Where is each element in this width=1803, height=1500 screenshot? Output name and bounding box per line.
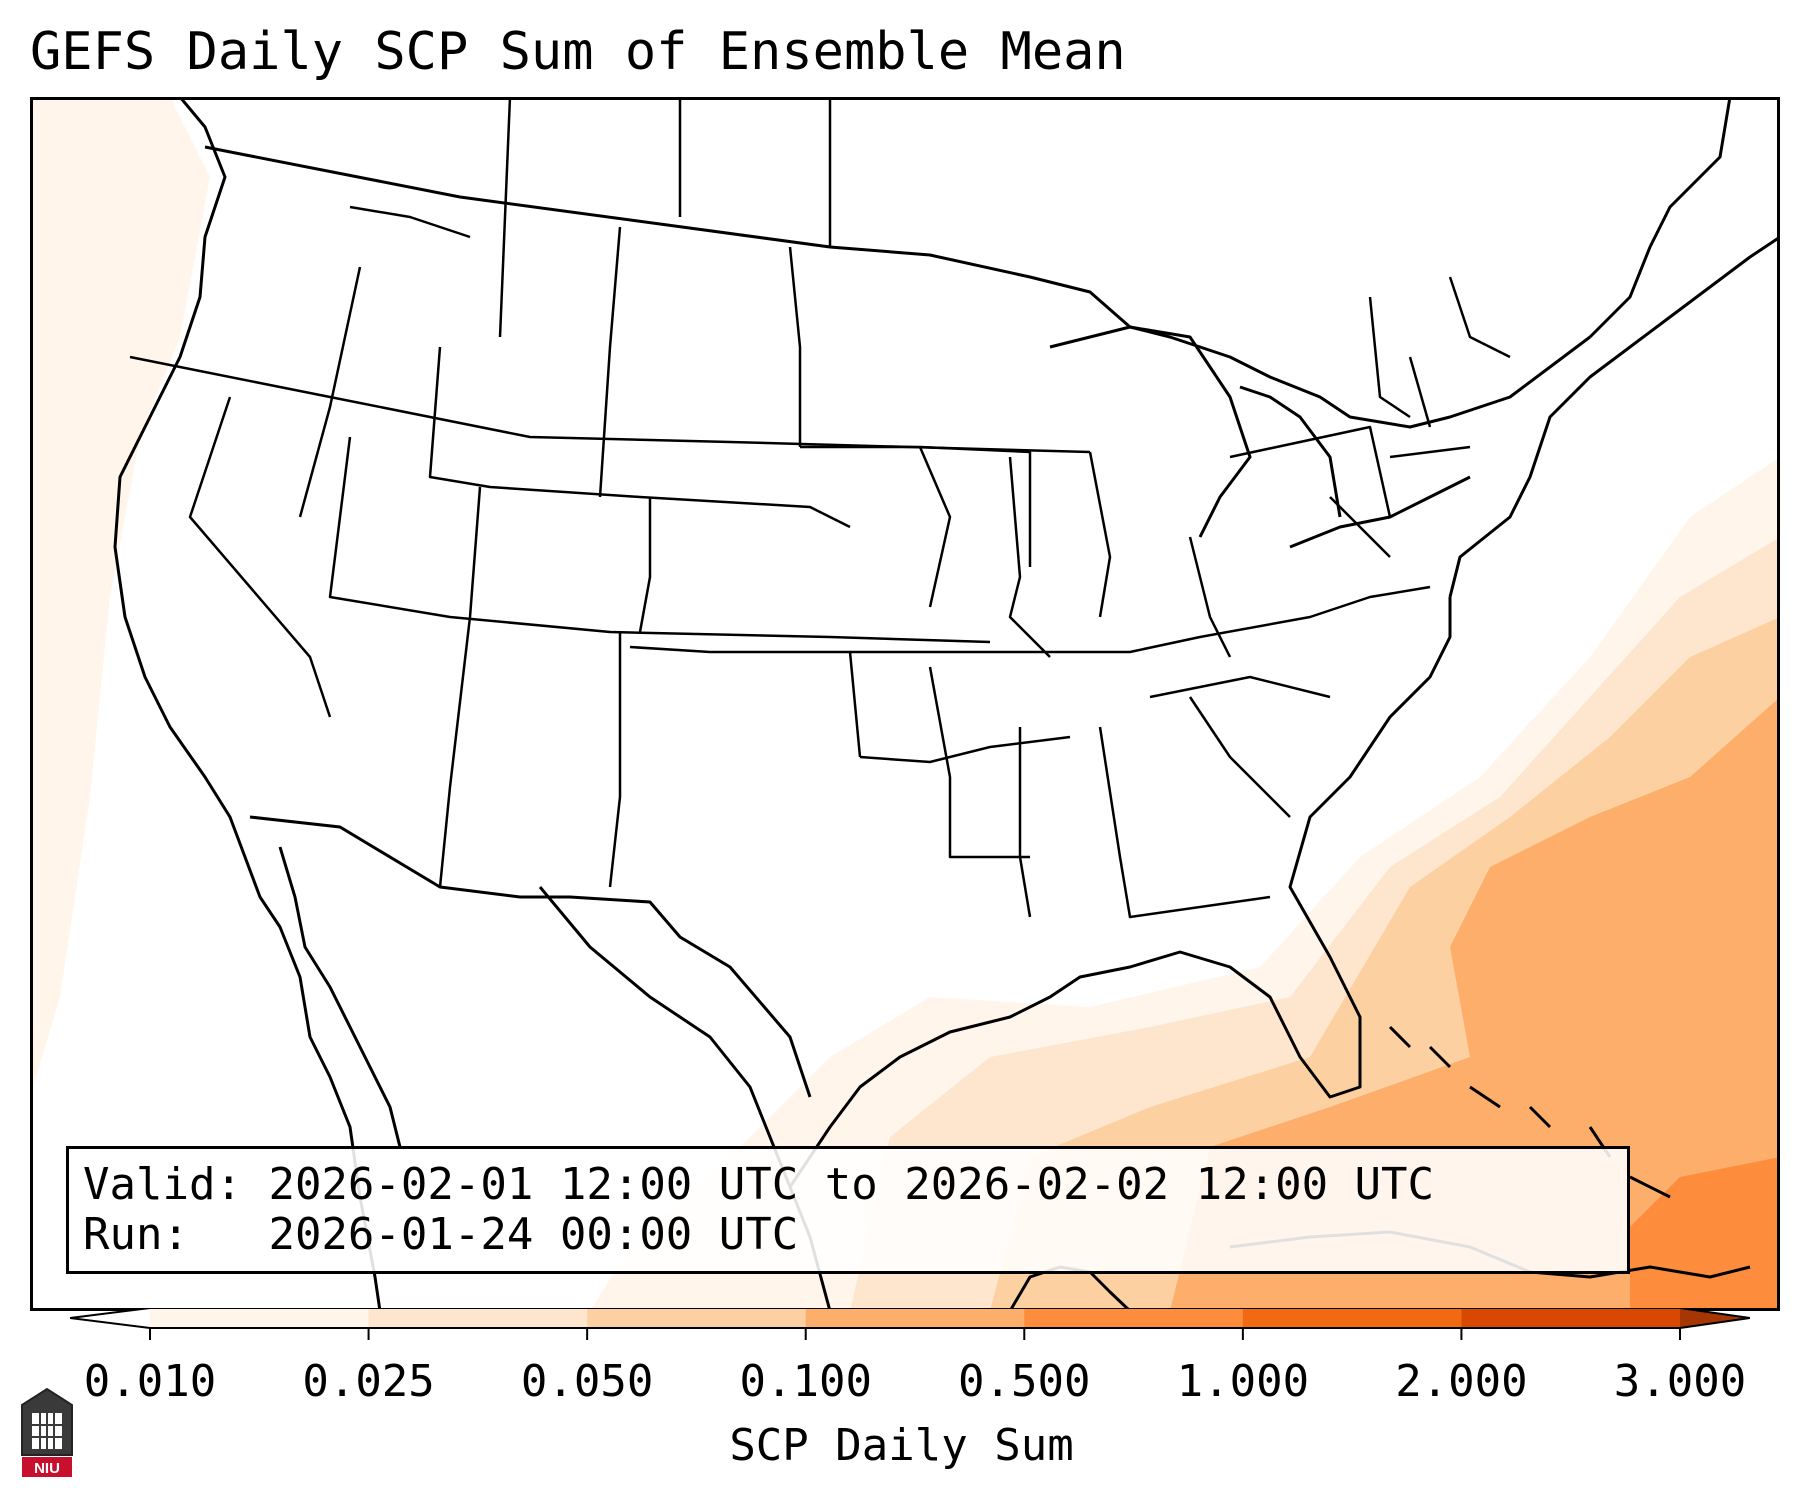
colorbar-tick-label: 0.050	[520, 1356, 654, 1407]
colorbar-tick-label: 3.000	[1613, 1356, 1747, 1407]
border-us-canada	[204, 145, 1591, 429]
map-panel	[30, 97, 1780, 1311]
colorbar-segment-4	[805, 1308, 1025, 1328]
colorbar-segment-6	[1242, 1308, 1462, 1328]
colorbar-tick-label: 0.025	[302, 1356, 435, 1407]
valid-line: Valid: 2026-02-01 12:00 UTC to 2026-02-0…	[83, 1159, 1434, 1211]
colorbar-segment-1	[150, 1308, 370, 1328]
valid-label: Valid:	[83, 1159, 242, 1210]
colorbar-segment-7	[1461, 1308, 1681, 1328]
colorbar-tick-label: 0.010	[83, 1356, 217, 1407]
bahamas	[1388, 1025, 1671, 1199]
coastline-baja	[278, 846, 402, 1148]
colorbar-tick-label: 1.000	[1176, 1356, 1310, 1407]
border-us-mexico	[249, 815, 812, 1098]
coastline-northeast	[1448, 235, 1780, 598]
scp-shading-pacific	[30, 97, 210, 1097]
map-title: GEFS Daily SCP Sum of Ensemble Mean	[30, 22, 1126, 82]
colorbar-extend-high	[1680, 1308, 1750, 1328]
colorbar-tick-label: 0.100	[739, 1356, 872, 1407]
colorbar	[70, 1308, 1750, 1340]
valid-run-infobox: Valid: 2026-02-01 12:00 UTC to 2026-02-0…	[66, 1146, 1630, 1274]
coastline-west	[113, 97, 382, 1311]
colorbar-tick-label: 0.500	[958, 1356, 1091, 1407]
run-line: Run: 2026-01-24 00:00 UTC	[83, 1209, 798, 1261]
niu-logo-text: NIU	[34, 1460, 60, 1477]
run-value: 2026-01-24 00:00 UTC	[268, 1209, 799, 1260]
state-borders	[129, 97, 1511, 919]
colorbar-segment-5	[1024, 1308, 1244, 1328]
run-label: Run:	[83, 1209, 189, 1260]
niu-logo: NIU	[21, 1387, 73, 1477]
valid-value: 2026-02-01 12:00 UTC to 2026-02-02 12:00…	[268, 1159, 1435, 1210]
coastline-north-atlantic	[1588, 97, 1732, 339]
colorbar-label: SCP Daily Sum	[729, 1420, 1074, 1471]
colorbar-segment-2	[368, 1308, 588, 1328]
colorbar-segment-3	[587, 1308, 807, 1328]
colorbar-tick-label: 2.000	[1395, 1356, 1528, 1407]
colorbar-extend-low	[70, 1308, 150, 1328]
